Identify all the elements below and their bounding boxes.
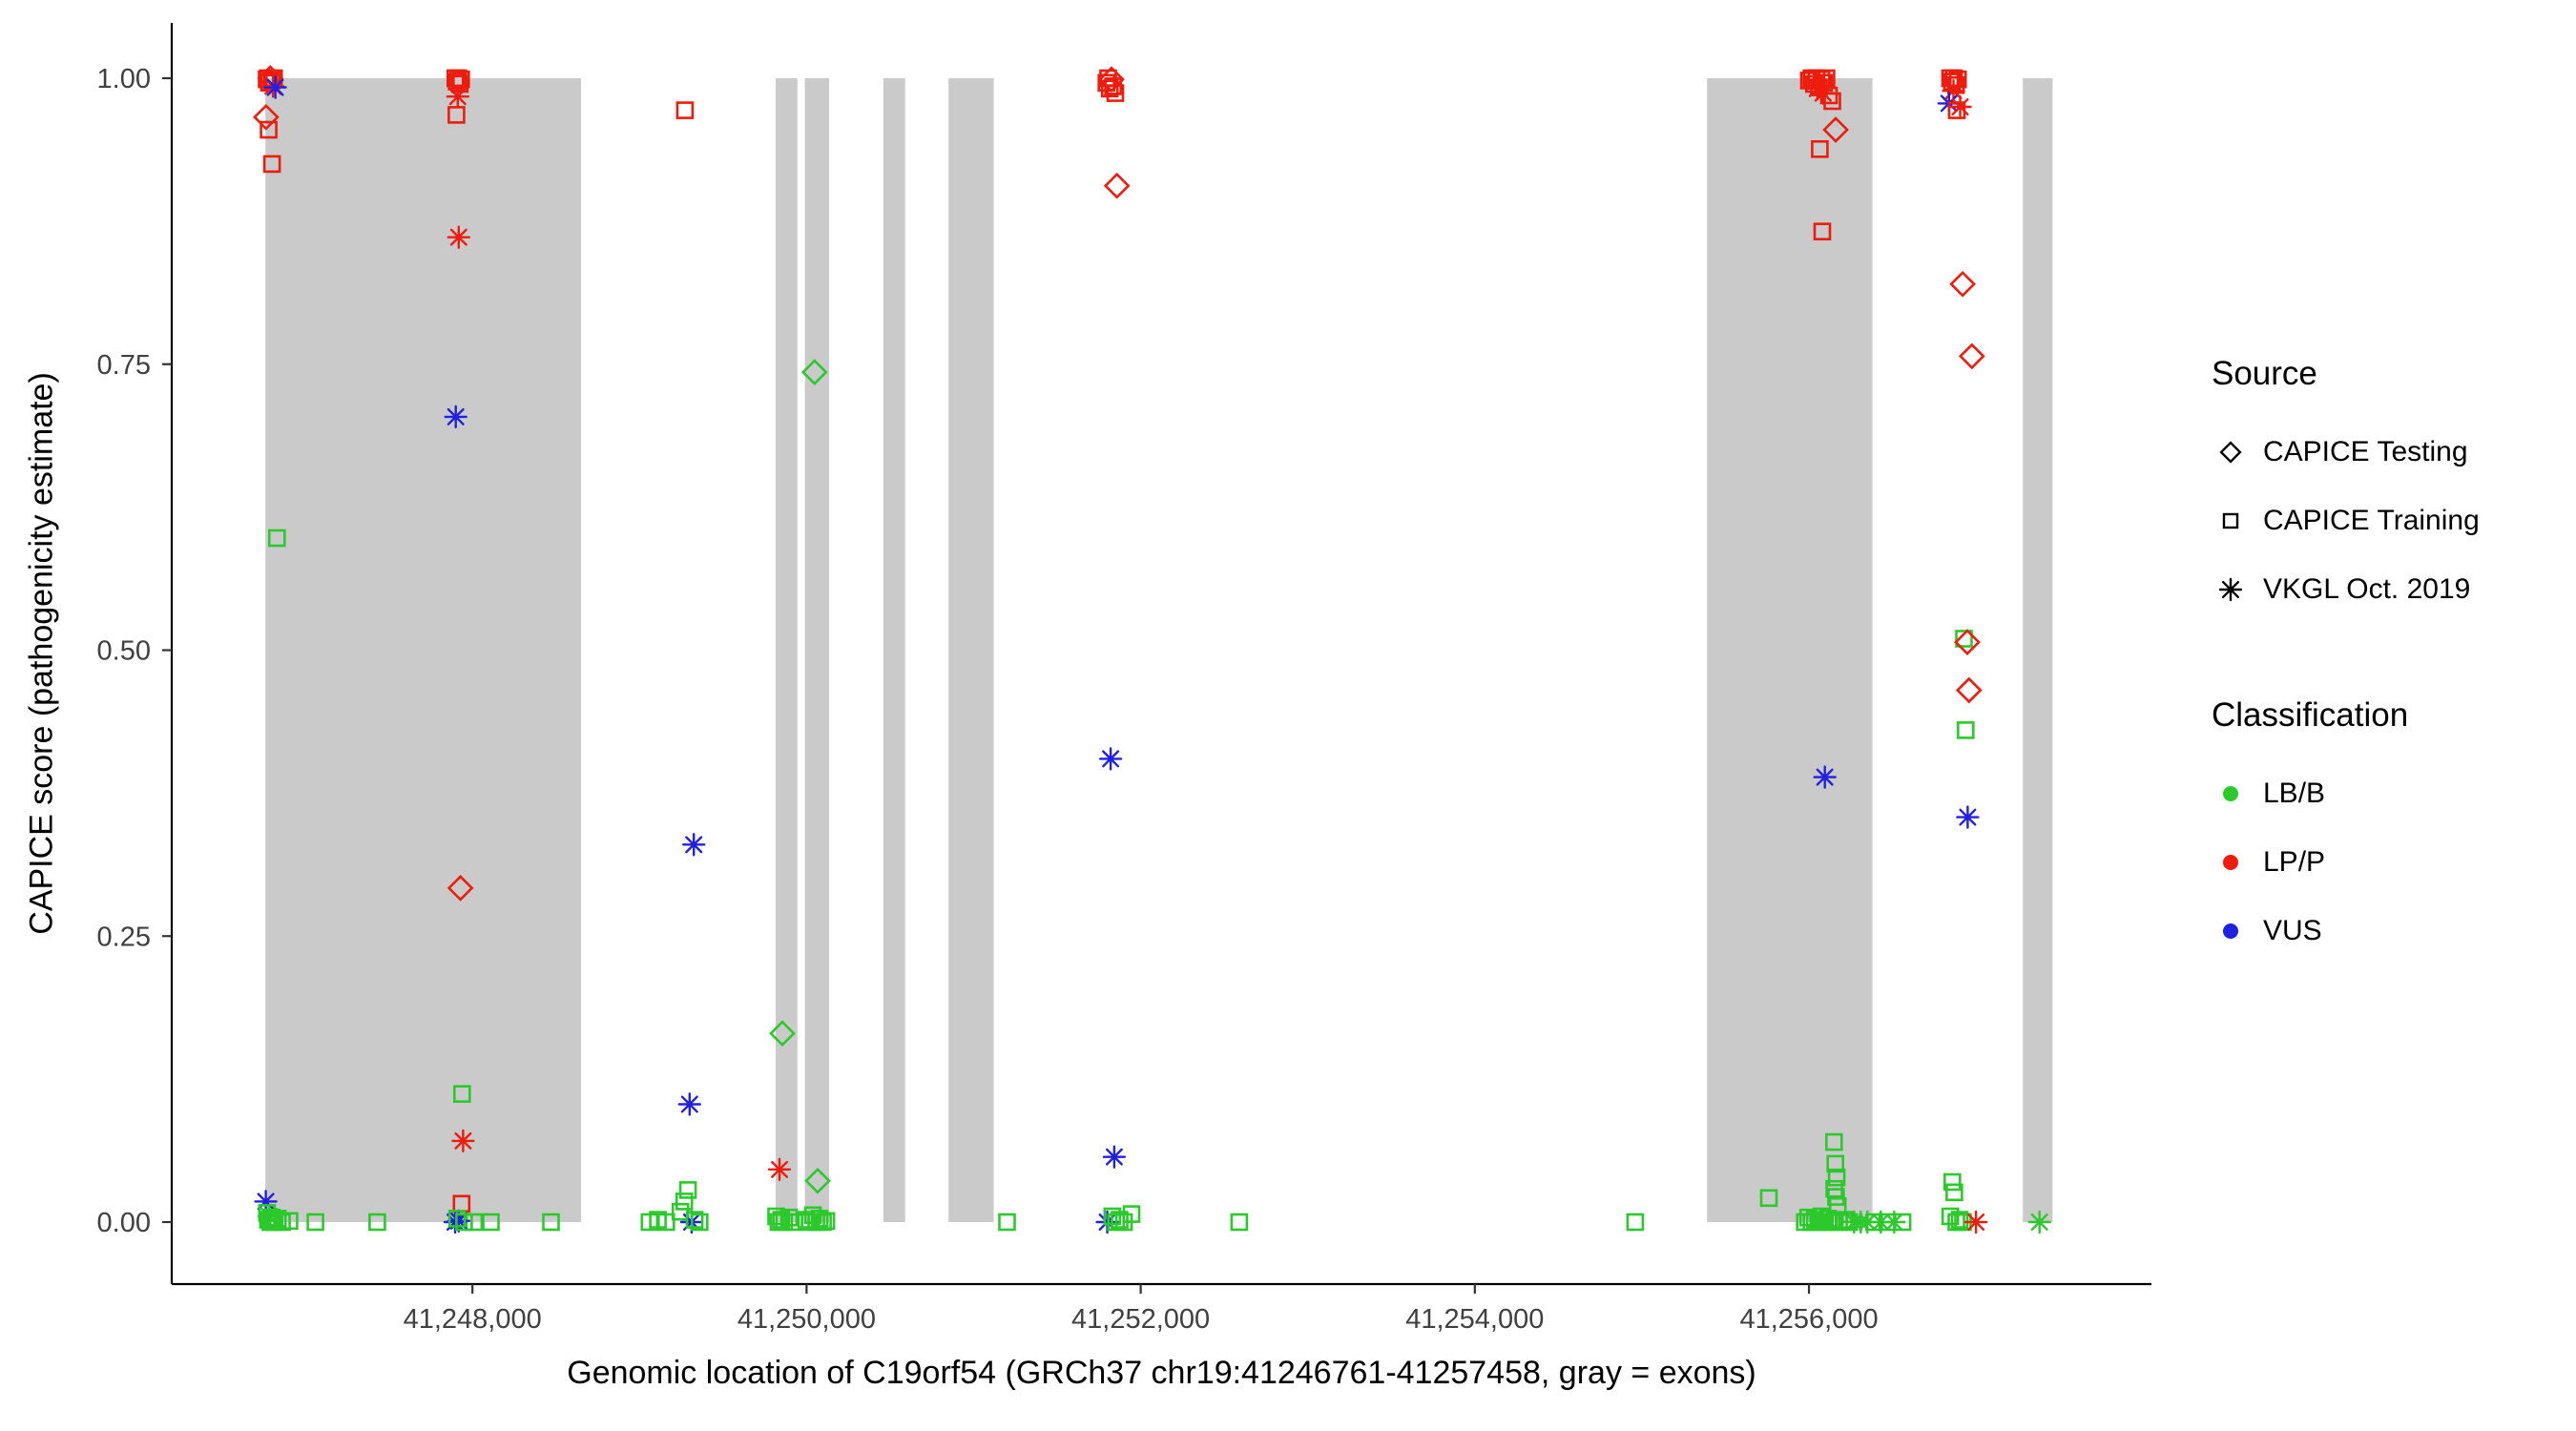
legend-item-label: LP/P (2263, 846, 2326, 878)
svg-text:41,250,000: 41,250,000 (737, 1304, 876, 1335)
legend-item-label: VKGL Oct. 2019 (2263, 573, 2471, 605)
legend-item-vkgl: VKGL Oct. 2019 (2212, 555, 2480, 624)
legend-group-source: Source CAPICE Testing CAPICE Training VK… (2212, 355, 2480, 624)
legend-item-label: VUS (2263, 915, 2322, 946)
svg-text:0.25: 0.25 (97, 922, 151, 952)
x-axis-title: Genomic location of C19orf54 (GRCh37 chr… (567, 1355, 1756, 1391)
diamond-icon (2219, 441, 2242, 464)
legend-item-lpp: LP/P (2212, 828, 2480, 897)
svg-text:41,248,000: 41,248,000 (404, 1304, 542, 1335)
svg-text:41,252,000: 41,252,000 (1071, 1304, 1210, 1335)
svg-text:1.00: 1.00 (97, 64, 151, 94)
legend-item-lbb: LB/B (2212, 759, 2480, 828)
legend-title-classification: Classification (2212, 696, 2409, 734)
svg-text:0.50: 0.50 (97, 636, 151, 667)
y-axis-title: CAPICE score (pathogenicity estimate) (23, 372, 60, 935)
legend-item-vus: VUS (2212, 897, 2480, 965)
legend-item-capice-training: CAPICE Training (2212, 487, 2480, 555)
legend-item-capice-testing: CAPICE Testing (2212, 418, 2480, 487)
asterisk-icon (2218, 577, 2243, 602)
svg-text:0.75: 0.75 (97, 350, 151, 381)
legend-title-source: Source (2212, 355, 2317, 392)
legend-item-label: CAPICE Training (2263, 505, 2480, 536)
svg-text:0.00: 0.00 (97, 1208, 151, 1238)
legend: Source CAPICE Testing CAPICE Training VK… (2212, 355, 2480, 965)
square-icon (2222, 512, 2239, 529)
lpp-dot-icon (2223, 855, 2238, 870)
vus-dot-icon (2223, 923, 2238, 939)
lbb-dot-icon (2223, 786, 2238, 801)
legend-item-label: LB/B (2263, 778, 2326, 809)
legend-group-classification: Classification LB/B LP/P VUS (2212, 696, 2480, 965)
legend-item-label: CAPICE Testing (2263, 436, 2468, 467)
svg-text:41,256,000: 41,256,000 (1739, 1304, 1878, 1335)
svg-text:41,254,000: 41,254,000 (1405, 1304, 1544, 1335)
